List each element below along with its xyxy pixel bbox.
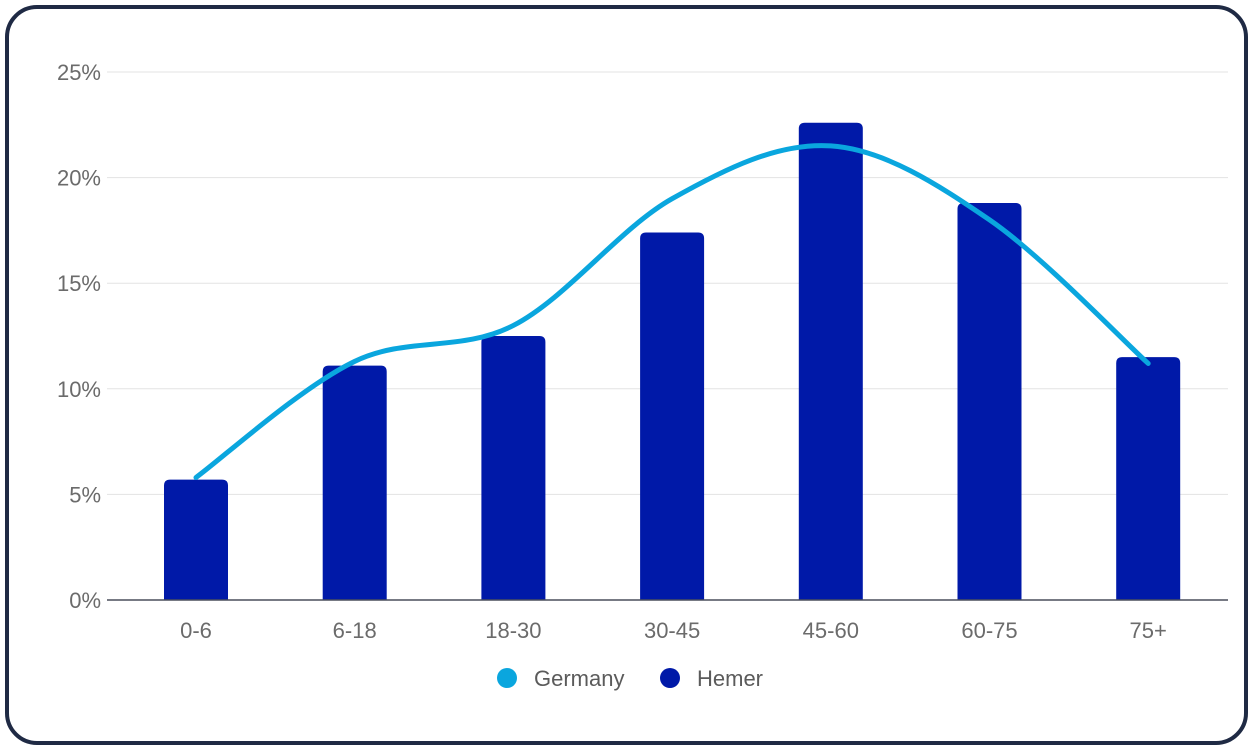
bar-75+ [1116, 357, 1180, 600]
bar-0-6 [164, 480, 228, 600]
y-tick-label: 15% [57, 271, 101, 296]
chart: 0% 5% 10% 15% 20% 25% 0-6 6-18 18-30 30-45 45-60 6… [0, 0, 1259, 723]
x-tick-label: 18-30 [485, 618, 541, 643]
x-tick-label: 60-75 [961, 618, 1017, 643]
bar-18-30 [481, 336, 545, 600]
y-axis-tick-labels: 0% 5% 10% 15% 20% 25% [57, 60, 101, 613]
x-tick-label: 6-18 [333, 618, 377, 643]
y-tick-label: 20% [57, 166, 101, 191]
legend-label-hemer: Hemer [697, 666, 763, 691]
x-tick-label: 45-60 [803, 618, 859, 643]
legend: Germany Hemer [497, 666, 763, 691]
y-tick-label: 5% [69, 482, 101, 507]
x-tick-label: 75+ [1130, 618, 1167, 643]
y-tick-label: 0% [69, 588, 101, 613]
x-axis-tick-labels: 0-6 6-18 18-30 30-45 45-60 60-75 75+ [180, 618, 1167, 643]
legend-label-germany: Germany [534, 666, 624, 691]
x-tick-label: 0-6 [180, 618, 212, 643]
bar-60-75 [958, 203, 1022, 600]
legend-marker-germany [497, 668, 517, 688]
y-tick-label: 25% [57, 60, 101, 85]
y-tick-label: 10% [57, 377, 101, 402]
legend-marker-hemer [660, 668, 680, 688]
bar-series-hemer [164, 123, 1180, 600]
bar-6-18 [323, 366, 387, 600]
bar-45-60 [799, 123, 863, 600]
x-tick-label: 30-45 [644, 618, 700, 643]
bar-30-45 [640, 233, 704, 600]
